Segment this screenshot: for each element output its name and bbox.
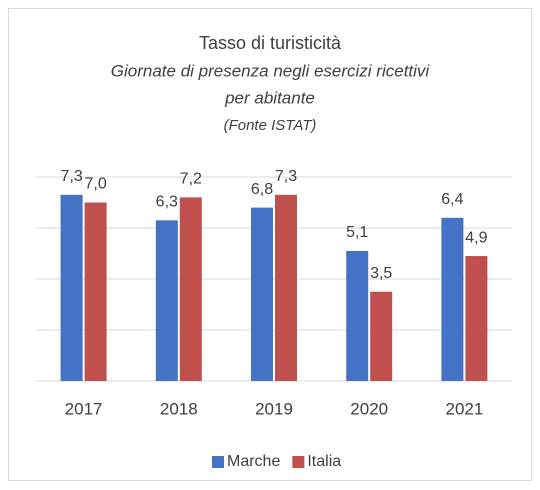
bar xyxy=(60,194,83,381)
bar xyxy=(155,220,178,381)
legend-swatch xyxy=(292,456,305,468)
legend-label: Italia xyxy=(307,453,341,470)
legend-label: Marche xyxy=(227,453,280,470)
value-label: 5,1 xyxy=(346,224,368,241)
bar xyxy=(275,194,297,381)
chart-subtitle: Giornate di presenza negli esercizi rice… xyxy=(111,61,431,80)
x-tick-label: 2021 xyxy=(445,399,483,418)
value-label: 7,2 xyxy=(180,171,202,188)
value-label: 6,4 xyxy=(441,191,463,208)
x-tick-label: 2017 xyxy=(65,399,103,418)
value-label: 3,5 xyxy=(370,265,392,282)
value-label: 7,3 xyxy=(60,168,82,185)
bar xyxy=(370,291,393,381)
bar xyxy=(346,250,369,381)
chart-title: Tasso di turisticità xyxy=(199,33,342,53)
value-label: 6,8 xyxy=(251,181,273,198)
bar xyxy=(441,217,464,381)
chart-source: (Fonte ISTAT) xyxy=(224,117,317,134)
legend-swatch xyxy=(212,456,224,468)
x-tick-label: 2019 xyxy=(255,399,293,418)
bar xyxy=(251,207,273,381)
bar xyxy=(179,197,202,381)
bar xyxy=(465,256,488,381)
x-tick-label: 2018 xyxy=(160,399,198,418)
bar xyxy=(84,202,107,381)
value-label: 7,3 xyxy=(275,168,297,185)
value-label: 6,3 xyxy=(156,194,178,211)
value-label: 4,9 xyxy=(465,229,487,246)
value-label: 7,0 xyxy=(84,176,106,193)
x-tick-label: 2020 xyxy=(350,399,388,418)
chart-subtitle: per abitante xyxy=(224,88,315,107)
